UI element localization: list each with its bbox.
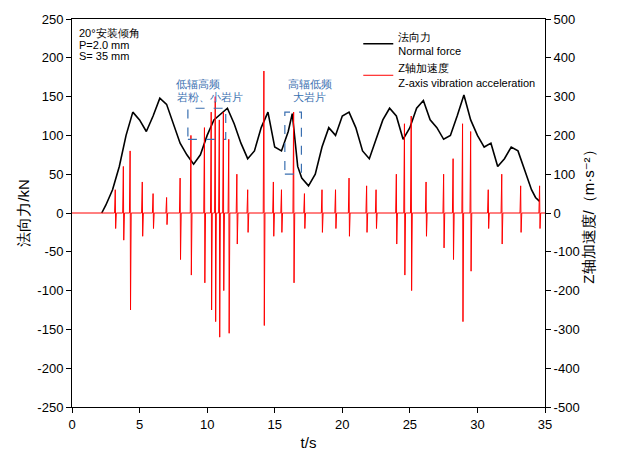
svg-text:Z轴加速度/（m·s⁻²）: Z轴加速度/（m·s⁻²） [580, 142, 597, 283]
svg-text:500: 500 [554, 12, 576, 27]
svg-text:200: 200 [42, 50, 64, 65]
svg-text:200: 200 [554, 128, 576, 143]
svg-text:-100: -100 [554, 244, 580, 259]
svg-text:S= 35 mm: S= 35 mm [79, 50, 129, 62]
svg-text:-150: -150 [37, 322, 63, 337]
svg-text:低辐高频: 低辐高频 [176, 78, 220, 90]
svg-text:0: 0 [554, 206, 561, 221]
svg-text:-100: -100 [37, 283, 63, 298]
svg-text:20°安装倾角: 20°安装倾角 [79, 27, 140, 39]
svg-text:-200: -200 [37, 361, 63, 376]
svg-text:-500: -500 [554, 400, 580, 415]
svg-text:0: 0 [68, 417, 75, 432]
svg-text:400: 400 [554, 50, 576, 65]
svg-text:20: 20 [335, 417, 349, 432]
svg-text:-50: -50 [45, 244, 64, 259]
svg-text:0: 0 [56, 206, 63, 221]
svg-text:岩粉、小岩片: 岩粉、小岩片 [177, 91, 243, 103]
svg-text:150: 150 [42, 89, 64, 104]
svg-text:35: 35 [538, 417, 552, 432]
svg-text:t/s: t/s [301, 434, 317, 451]
svg-text:P=2.0 mm: P=2.0 mm [79, 39, 129, 51]
svg-text:法向力/kN: 法向力/kN [15, 179, 32, 247]
svg-text:-250: -250 [37, 400, 63, 415]
svg-text:高辐低频: 高辐低频 [288, 78, 332, 90]
svg-text:100: 100 [42, 128, 64, 143]
svg-text:5: 5 [136, 417, 143, 432]
svg-text:-400: -400 [554, 361, 580, 376]
svg-text:-300: -300 [554, 322, 580, 337]
svg-text:300: 300 [554, 89, 576, 104]
svg-text:-200: -200 [554, 283, 580, 298]
svg-text:10: 10 [200, 417, 214, 432]
svg-text:法向力Normal force: 法向力Normal force [398, 31, 461, 57]
svg-text:30: 30 [470, 417, 484, 432]
svg-text:250: 250 [42, 12, 64, 27]
svg-text:大岩片: 大岩片 [293, 91, 326, 103]
svg-text:15: 15 [267, 417, 281, 432]
svg-text:50: 50 [49, 167, 63, 182]
svg-text:Z轴加速度Z-axis vibration accelera: Z轴加速度Z-axis vibration acceleration [398, 62, 535, 88]
svg-text:100: 100 [554, 167, 576, 182]
svg-text:25: 25 [403, 417, 417, 432]
